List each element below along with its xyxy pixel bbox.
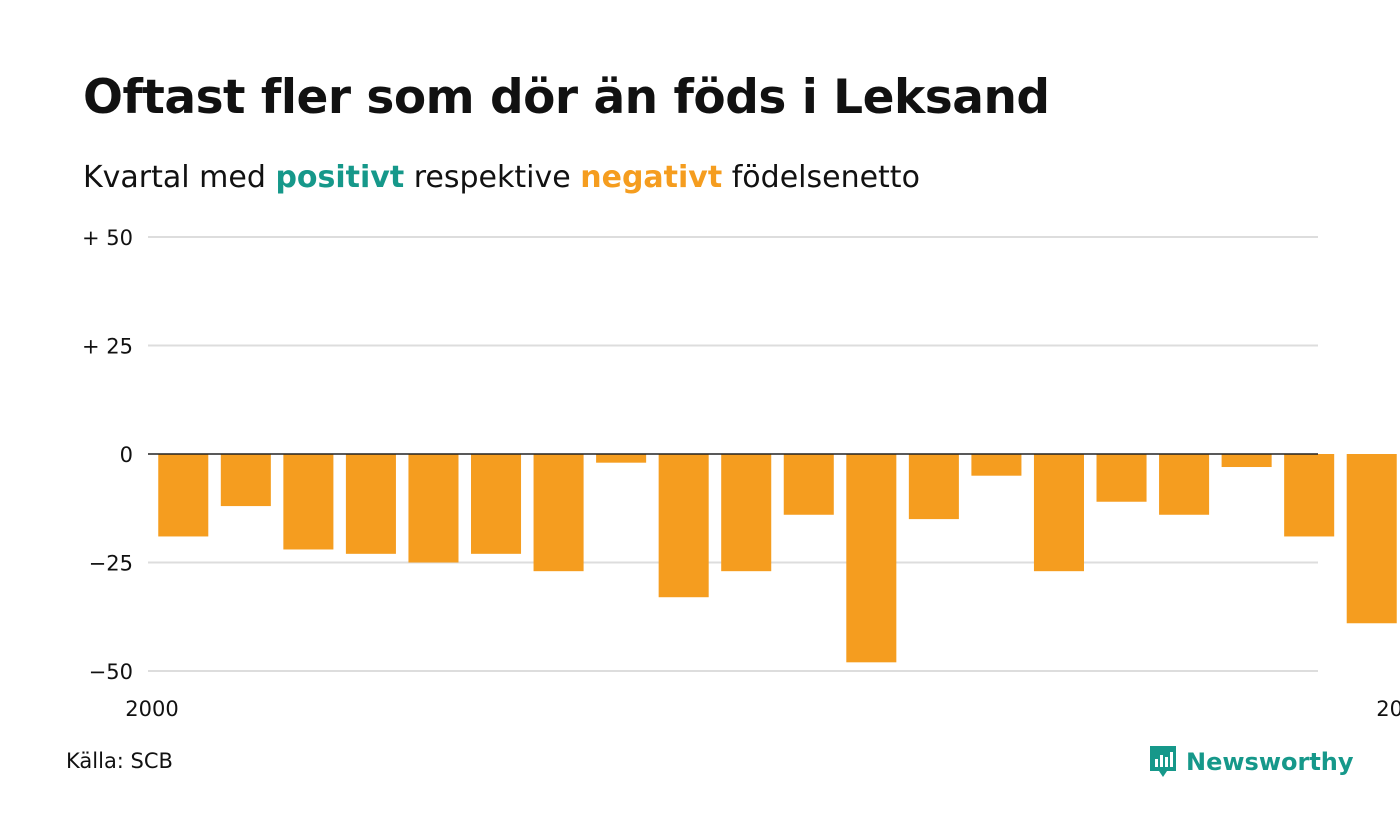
bar-negative — [471, 454, 522, 554]
bar-negative — [283, 454, 334, 550]
x-tick-label: 2005 — [1376, 697, 1400, 721]
newsworthy-logo[interactable]: Newsworthy — [1148, 744, 1354, 780]
y-tick-label: + 25 — [82, 335, 133, 359]
y-axis-labels: + 50 + 25 0 −25 −50 — [82, 226, 133, 684]
bar-negative — [658, 454, 709, 598]
bar-negative — [533, 454, 584, 572]
subtitle-negative-word: negativt — [580, 160, 723, 195]
bar-negative — [1284, 454, 1335, 537]
bar-negative — [1346, 454, 1397, 624]
newsworthy-logo-icon — [1150, 746, 1176, 777]
brand-name: Newsworthy — [1186, 748, 1354, 776]
y-tick-label: + 50 — [82, 226, 133, 250]
y-tick-label: −25 — [89, 552, 133, 576]
source-note: Källa: SCB — [66, 749, 173, 773]
bar-negative — [1159, 454, 1210, 515]
bar-negative — [1221, 454, 1272, 468]
bar-negative — [908, 454, 959, 520]
bar-negative — [345, 454, 396, 554]
subtitle-positive-word: positivt — [275, 160, 405, 195]
bar-negative — [220, 454, 271, 507]
chart-subtitle: Kvartal med positivt respektive negativt… — [83, 160, 920, 195]
bar-negative — [1096, 454, 1147, 502]
bar-negative — [596, 454, 647, 463]
chart-title: Oftast fler som dör än föds i Leksand — [83, 70, 1050, 125]
bar-negative — [971, 454, 1022, 476]
y-tick-label: −50 — [89, 660, 133, 684]
y-tick-label: 0 — [120, 443, 133, 467]
subtitle-suffix: födelsenetto — [731, 160, 920, 195]
bar-negative — [846, 454, 897, 663]
subtitle-prefix: Kvartal med — [83, 160, 266, 195]
bar-negative — [721, 454, 772, 572]
bar-negative — [158, 454, 209, 537]
bar-negative — [1033, 454, 1084, 572]
x-axis-labels: 20002005201020152020 — [125, 697, 1400, 721]
bar-negative — [408, 454, 459, 563]
bars — [158, 454, 1397, 663]
x-tick-label: 2000 — [125, 697, 178, 721]
subtitle-middle: respektive — [413, 160, 571, 195]
bar-negative — [783, 454, 834, 515]
